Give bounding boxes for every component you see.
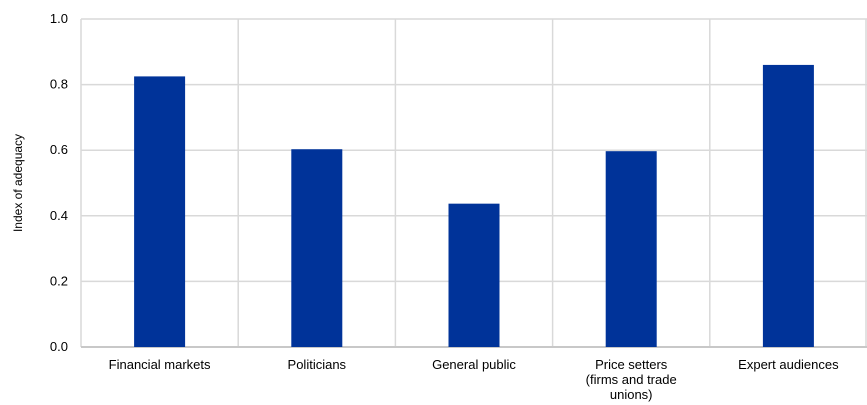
- bar: [605, 151, 657, 347]
- bar-layer: [134, 64, 814, 348]
- x-category-label: Price setters (firms and trade unions): [586, 357, 677, 402]
- y-tick-label: 0.0: [50, 339, 68, 354]
- x-category-label: General public: [432, 357, 516, 372]
- x-category-label: Financial markets: [109, 357, 211, 372]
- bar: [448, 203, 500, 347]
- y-tick-label: 1.0: [50, 11, 68, 26]
- bar: [291, 149, 343, 347]
- x-category-labels: Financial markets Politicians General publ…: [109, 357, 839, 402]
- bar: [762, 64, 814, 348]
- y-tick-label: 0.6: [50, 142, 68, 157]
- y-tick-label: 0.4: [50, 208, 68, 223]
- bar: [134, 76, 186, 348]
- grid-layer: [80, 18, 867, 348]
- y-axis-title: Index of adequacy: [11, 134, 25, 232]
- y-tick-label: 0.2: [50, 273, 68, 288]
- x-category-label: Expert audiences: [738, 357, 839, 372]
- x-category-label: Politicians: [288, 357, 347, 372]
- y-tick-labels: 0.0 0.2 0.4 0.6 0.8 1.0: [50, 11, 68, 354]
- y-tick-label: 0.8: [50, 77, 68, 92]
